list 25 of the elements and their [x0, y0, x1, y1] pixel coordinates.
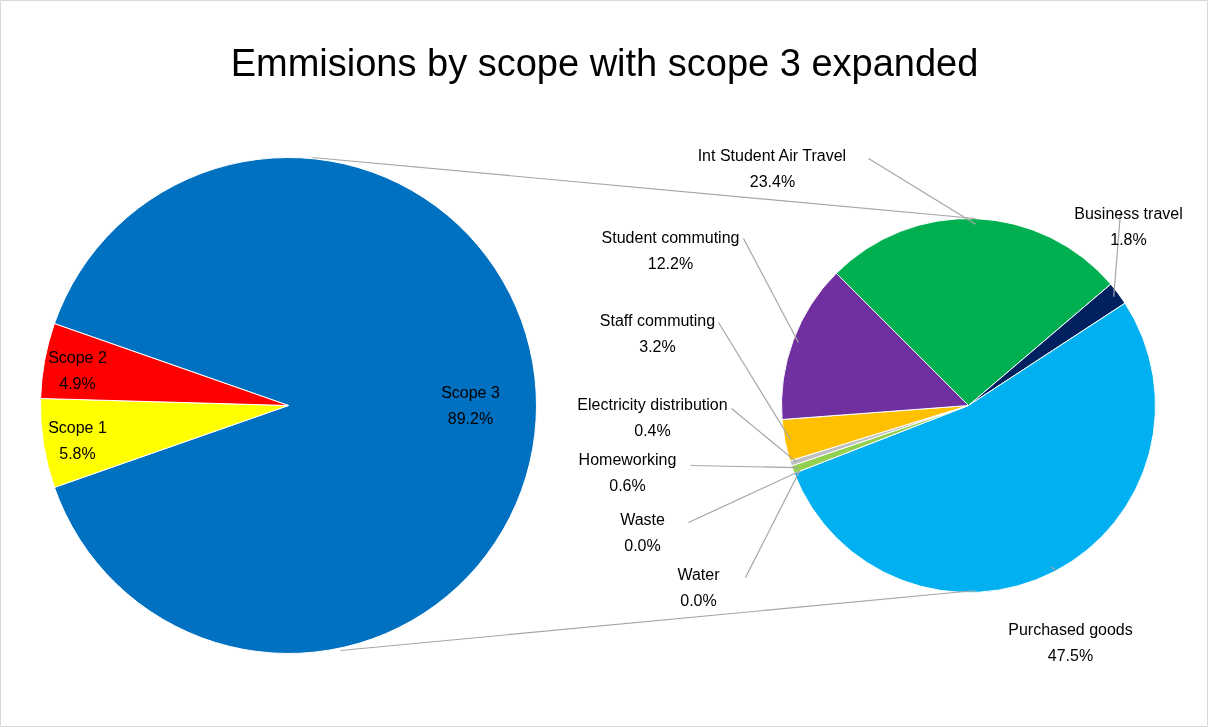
category-label: Waste: [620, 511, 665, 529]
slice-label: Staff commuting: [599, 312, 716, 330]
data-label: 0.4%: [634, 421, 671, 439]
data-label: 1.8%: [1110, 230, 1147, 248]
data-label: 0.6%: [609, 476, 646, 494]
data-label: 47.5%: [1047, 646, 1094, 664]
data-label: 3.2%: [639, 337, 676, 355]
slice-label: Student commuting: [601, 229, 740, 247]
slice-label: Int Student Air Travel: [697, 147, 847, 165]
slice-label: Purchased goods: [1008, 621, 1133, 639]
data-label: 23.4%: [749, 172, 796, 190]
slice-label: Scope 2: [48, 349, 107, 367]
slice-label: Scope 3: [441, 384, 500, 402]
data-label: 5.8%: [59, 444, 96, 462]
chart-title: Emmisions by scope with scope 3 expanded: [230, 41, 979, 84]
text: 0.0%: [624, 536, 661, 554]
data-label: 12.2%: [647, 254, 694, 272]
slice-label: Scope 1: [48, 419, 107, 437]
category-label: Water: [677, 566, 720, 584]
data-label: 4.9%: [59, 374, 96, 392]
slice-label: Business travel: [1074, 205, 1183, 223]
data-label: 89.2%: [447, 409, 494, 427]
text: 0.0%: [680, 591, 717, 609]
slice-label: Homeworking: [578, 451, 677, 469]
slice-label: Electricity distribution: [577, 396, 728, 414]
